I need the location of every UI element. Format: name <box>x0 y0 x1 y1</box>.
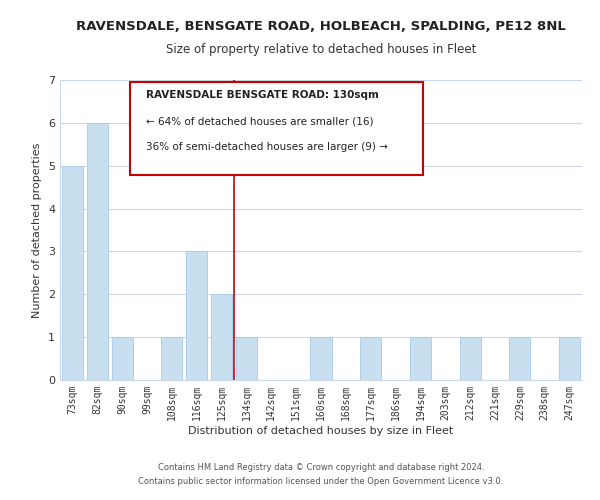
Bar <box>62 166 83 380</box>
Text: RAVENSDALE BENSGATE ROAD: 130sqm: RAVENSDALE BENSGATE ROAD: 130sqm <box>146 90 379 101</box>
Bar <box>310 337 332 380</box>
Bar <box>410 337 431 380</box>
Text: Contains HM Land Registry data © Crown copyright and database right 2024.: Contains HM Land Registry data © Crown c… <box>158 464 484 472</box>
Text: 36% of semi-detached houses are larger (9) →: 36% of semi-detached houses are larger (… <box>146 142 388 152</box>
Bar <box>360 337 381 380</box>
Y-axis label: Number of detached properties: Number of detached properties <box>32 142 43 318</box>
Bar <box>460 337 481 380</box>
Bar <box>87 123 108 380</box>
Text: RAVENSDALE, BENSGATE ROAD, HOLBEACH, SPALDING, PE12 8NL: RAVENSDALE, BENSGATE ROAD, HOLBEACH, SPA… <box>76 20 566 33</box>
X-axis label: Distribution of detached houses by size in Fleet: Distribution of detached houses by size … <box>188 426 454 436</box>
Text: Size of property relative to detached houses in Fleet: Size of property relative to detached ho… <box>166 42 476 56</box>
Bar <box>186 252 207 380</box>
Bar <box>236 337 257 380</box>
Bar <box>509 337 530 380</box>
Bar <box>559 337 580 380</box>
Text: ← 64% of detached houses are smaller (16): ← 64% of detached houses are smaller (16… <box>146 116 374 126</box>
Bar <box>161 337 182 380</box>
Text: Contains public sector information licensed under the Open Government Licence v3: Contains public sector information licen… <box>139 477 503 486</box>
FancyBboxPatch shape <box>130 82 423 174</box>
Bar <box>211 294 232 380</box>
Bar <box>112 337 133 380</box>
